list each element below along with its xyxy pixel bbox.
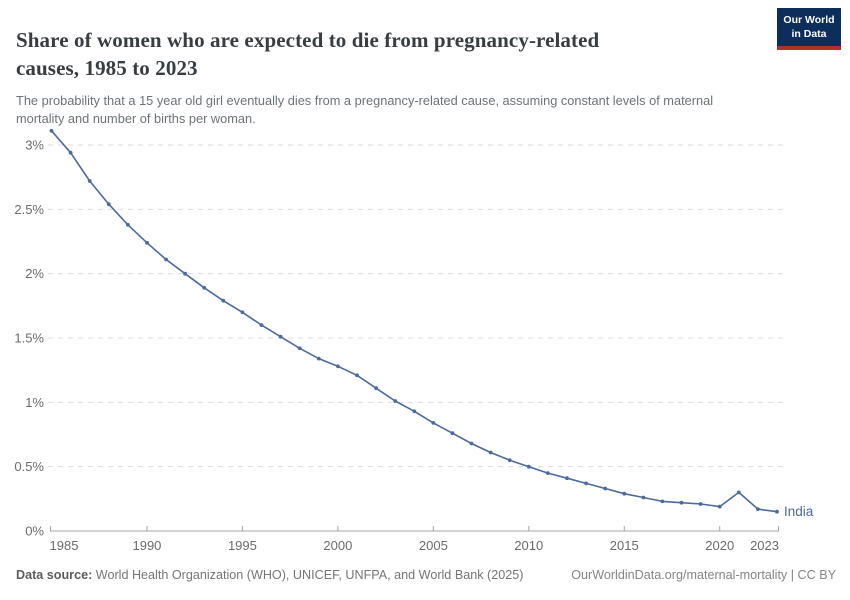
data-point-2008[interactable] <box>488 450 493 455</box>
data-point-1994[interactable] <box>221 298 226 303</box>
data-point-2006[interactable] <box>450 431 455 436</box>
chart-subtitle: The probability that a 15 year old girl … <box>16 92 714 127</box>
y-axis-tick-label: 2% <box>25 266 44 281</box>
data-point-1987[interactable] <box>87 179 92 183</box>
x-axis-tick-label: 1995 <box>228 538 257 553</box>
data-point-1990[interactable] <box>145 240 149 245</box>
data-point-2012[interactable] <box>565 476 569 481</box>
x-axis-tick-label: 2000 <box>323 538 352 553</box>
x-axis-tick-label: 2020 <box>705 538 734 553</box>
data-point-2000[interactable] <box>336 364 340 369</box>
india-line-series[interactable] <box>50 130 778 513</box>
y-axis-tick-label: 3% <box>25 137 44 152</box>
data-point-2010[interactable] <box>526 464 531 469</box>
data-point-2020[interactable] <box>717 504 722 509</box>
data-point-1992[interactable] <box>183 271 188 276</box>
data-point-2021[interactable] <box>736 490 741 495</box>
data-point-1999[interactable] <box>316 356 321 361</box>
data-point-1989[interactable] <box>126 222 130 227</box>
x-axis-tick-label: 2023 <box>750 538 779 553</box>
x-axis-tick-label: 1985 <box>50 538 79 553</box>
x-axis-tick-label: 2010 <box>514 538 543 553</box>
data-point-2022[interactable] <box>756 507 760 511</box>
y-axis-tick-label: 0.5% <box>14 459 44 474</box>
data-point-2004[interactable] <box>412 409 417 414</box>
data-point-1995[interactable] <box>240 310 245 315</box>
owid-logo-line2: in Data <box>791 27 827 40</box>
y-axis-tick-label: 2.5% <box>14 202 44 217</box>
data-point-2015[interactable] <box>622 491 627 496</box>
owid-logo-line1: Our World <box>783 14 835 26</box>
data-point-2023[interactable] <box>775 509 779 514</box>
data-point-2017[interactable] <box>660 499 665 504</box>
data-point-1993[interactable] <box>202 285 207 290</box>
x-axis-tick-label: 2015 <box>610 538 639 553</box>
x-axis-tick-label: 1990 <box>132 538 161 553</box>
series-label-india[interactable]: India <box>784 504 814 519</box>
chart-svg[interactable]: 0% 0.5% 1% 1.5% 2% 2.5% 3% 1985 1990 1995 2000 2005… <box>0 120 850 560</box>
data-source-label: Data source: <box>16 568 93 582</box>
y-axis-tick-label: 0% <box>25 524 44 539</box>
data-point-1998[interactable] <box>297 346 302 351</box>
data-point-2009[interactable] <box>507 458 512 463</box>
data-point-2011[interactable] <box>546 471 550 475</box>
data-point-2019[interactable] <box>698 502 703 506</box>
data-point-2007[interactable] <box>469 441 474 446</box>
data-point-1996[interactable] <box>259 323 264 327</box>
x-axis-tick-label: 2005 <box>419 538 448 553</box>
data-point-2005[interactable] <box>431 421 436 425</box>
data-point-1985[interactable] <box>49 128 54 133</box>
y-axis-tick-label: 1% <box>25 395 44 410</box>
owid-logo[interactable]: Our World in Data <box>777 8 841 51</box>
data-point-2013[interactable] <box>584 481 588 486</box>
data-point-2001[interactable] <box>355 373 359 378</box>
chart-title: Share of women who are expected to die f… <box>16 28 600 80</box>
data-point-2003[interactable] <box>393 399 398 403</box>
data-point-1988[interactable] <box>106 202 111 207</box>
y-axis-tick-label: 1.5% <box>14 330 44 345</box>
owid-url-license[interactable]: OurWorldinData.org/maternal-mortality | … <box>571 568 836 582</box>
data-point-2018[interactable] <box>679 500 684 505</box>
data-point-2014[interactable] <box>603 486 608 491</box>
data-point-1997[interactable] <box>278 334 283 339</box>
data-point-2016[interactable] <box>641 495 646 500</box>
data-point-2002[interactable] <box>374 386 378 391</box>
chart-footer: Data source: World Health Organization (… <box>0 568 850 582</box>
data-point-1991[interactable] <box>164 257 169 262</box>
data-source-note: Data source: World Health Organization (… <box>16 568 523 582</box>
data-source-text: World Health Organization (WHO), UNICEF,… <box>92 568 524 582</box>
data-point-1986[interactable] <box>68 150 73 155</box>
